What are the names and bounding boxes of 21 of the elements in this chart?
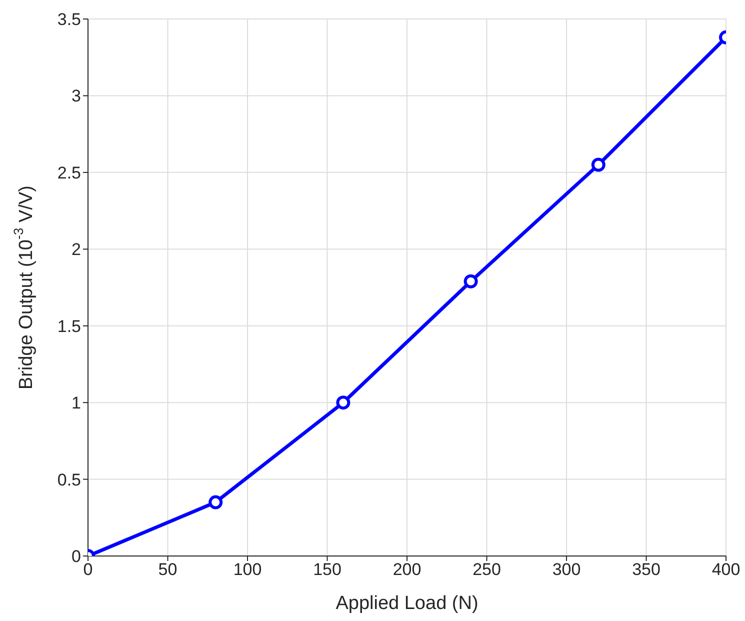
y-tick-label: 1 bbox=[72, 394, 81, 413]
x-tick-label: 400 bbox=[712, 560, 740, 580]
y-tick-label: 0.5 bbox=[57, 470, 81, 490]
point bbox=[464, 274, 478, 288]
y-tick-label: 0 bbox=[72, 547, 81, 566]
y-tick-label: 1.5 bbox=[57, 316, 81, 336]
point bbox=[208, 495, 223, 510]
x-axis-title: Applied Load (N) bbox=[336, 593, 478, 614]
y-tick-label: 3 bbox=[72, 86, 81, 106]
x-tick-label: 100 bbox=[233, 560, 262, 580]
x-tick-label: 300 bbox=[552, 560, 581, 580]
x-tick-label: 50 bbox=[158, 560, 178, 580]
x-tick-label: 350 bbox=[632, 560, 660, 580]
point bbox=[336, 396, 350, 410]
x-tick-label: 250 bbox=[472, 560, 501, 580]
point bbox=[591, 158, 606, 172]
x-tick-label: 150 bbox=[313, 560, 342, 580]
y-tick-label: 2 bbox=[72, 240, 81, 260]
y-tick-label: 3.5 bbox=[57, 10, 81, 30]
y-tick-label: 2.5 bbox=[57, 163, 81, 182]
x-tick-label: 200 bbox=[392, 560, 422, 580]
